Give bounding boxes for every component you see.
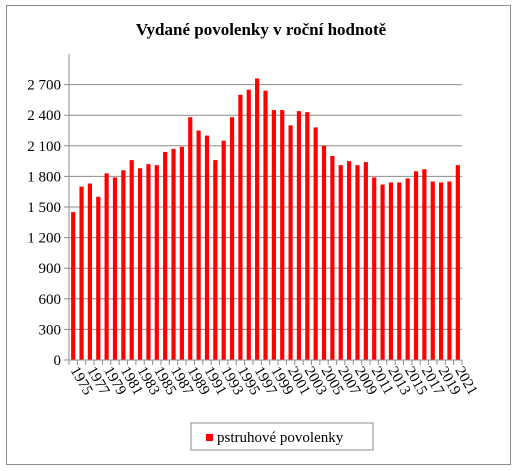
bar xyxy=(96,196,101,360)
bar xyxy=(288,125,293,361)
bar xyxy=(121,170,126,360)
y-tick-label: 2 100 xyxy=(27,139,61,155)
bar xyxy=(338,165,343,360)
bar xyxy=(171,148,176,360)
bar xyxy=(305,112,310,360)
bar xyxy=(363,162,368,360)
chart-frame: Vydané povolenky v roční hodnotě 0 300 600… xyxy=(6,5,511,465)
bar xyxy=(246,89,251,360)
bar xyxy=(213,160,218,360)
bar xyxy=(430,181,435,360)
bar xyxy=(413,171,419,360)
chart-title: Vydané povolenky v roční hodnotě xyxy=(136,20,387,39)
bar xyxy=(104,173,109,360)
bar xyxy=(238,94,243,361)
y-tick-label: 300 xyxy=(39,322,62,338)
y-tick-label: 0 xyxy=(54,353,62,369)
legend-box xyxy=(190,422,374,451)
bar xyxy=(397,182,402,360)
bar xyxy=(204,135,210,360)
bar xyxy=(380,184,385,360)
bar xyxy=(263,90,268,360)
bar xyxy=(163,151,168,360)
y-tick-label: 1 500 xyxy=(27,200,61,216)
bar xyxy=(255,78,260,360)
bar xyxy=(422,169,427,360)
y-tick-label: 1 800 xyxy=(27,169,61,185)
bar xyxy=(280,110,285,360)
bar xyxy=(372,177,377,360)
bar xyxy=(355,165,360,360)
y-tick-label: 2 400 xyxy=(27,108,61,124)
bar xyxy=(330,156,335,360)
bar xyxy=(112,177,118,360)
bar xyxy=(79,186,84,360)
bar xyxy=(179,146,184,360)
bar xyxy=(229,117,235,361)
y-axis-ticks: 0 300 600 900 1 200 1 500 1 800 2 100 2 400 2 700 xyxy=(27,78,69,369)
bar xyxy=(347,161,352,360)
bar xyxy=(455,165,460,360)
bar-chart: Vydané povolenky v roční hodnotě 0 300 600… xyxy=(27,20,480,451)
bar xyxy=(321,145,327,360)
bar xyxy=(87,183,92,360)
bar xyxy=(196,130,201,360)
y-tick-label: 1 200 xyxy=(27,231,61,247)
bar xyxy=(137,168,143,360)
y-tick-label: 2 700 xyxy=(27,78,61,94)
bar xyxy=(296,111,302,361)
bar xyxy=(146,164,151,360)
bar xyxy=(439,182,444,360)
bar xyxy=(188,117,193,361)
y-tick-label: 900 xyxy=(39,261,62,277)
bar xyxy=(405,178,410,360)
bar xyxy=(271,110,276,360)
y-tick-label: 600 xyxy=(39,292,62,308)
legend-swatch xyxy=(206,434,213,441)
bar xyxy=(221,140,226,360)
bar xyxy=(313,127,318,360)
x-axis-ticks: 1975197719791981198319851987198919911993… xyxy=(67,360,480,398)
bar xyxy=(388,182,394,360)
legend-label: pstruhové povolenky xyxy=(217,430,344,446)
bar xyxy=(447,181,452,360)
bar xyxy=(154,165,159,360)
legend: pstruhové povolenky xyxy=(190,422,374,451)
bar xyxy=(71,212,76,360)
bar xyxy=(129,160,134,360)
bars xyxy=(71,78,460,361)
